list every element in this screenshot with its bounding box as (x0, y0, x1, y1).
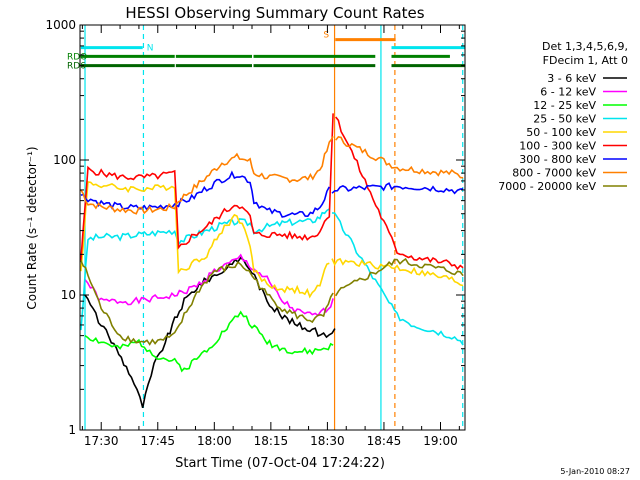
legend-entry-5: 100 - 300 keV (519, 140, 596, 153)
series-lines (80, 113, 464, 408)
legend: Det 1,3,4,5,6,9, FDecim 1, Att 0 3 - 6 k… (498, 40, 628, 193)
chart-title: HESSI Observing Summary Count Rates (125, 4, 424, 22)
x-axis-label: Start Time (07-Oct-04 17:24:22) (175, 456, 385, 471)
series-line-4 (80, 180, 464, 299)
x-tick-label-1: 17:45 (140, 434, 175, 448)
x-tick-label-3: 18:15 (254, 434, 289, 448)
series-line-1 (84, 253, 334, 317)
x-tick-label-5: 18:45 (367, 434, 402, 448)
series-line-7 (80, 136, 464, 215)
generation-timestamp: 5-Jan-2010 08:27 (560, 467, 630, 476)
y-tick-label-3: 1000 (45, 18, 76, 32)
legend-entry-7: 800 - 7000 keV (512, 167, 596, 180)
series-line-8 (80, 257, 464, 346)
flag-label-1: RDO (67, 52, 87, 62)
x-tick-label-6: 19:00 (423, 434, 458, 448)
y-tick-label-2: 100 (53, 153, 76, 167)
overlay-lines (84, 25, 464, 430)
series-line-2 (84, 310, 334, 373)
legend-entry-8: 7000 - 20000 keV (498, 180, 596, 193)
x-tick-label-4: 18:30 (310, 434, 345, 448)
flag-label-3: S (323, 31, 329, 41)
series-line-0 (84, 256, 336, 408)
legend-entry-1: 6 - 12 keV (540, 86, 596, 99)
legend-header-line-2: FDecim 1, Att 0 (543, 54, 628, 67)
series-line-3 (80, 208, 464, 346)
flag-label-2: RD6 (67, 62, 86, 72)
series-line-5 (80, 113, 464, 271)
x-tick-label-0: 17:30 (84, 434, 119, 448)
y-axis-label: Count Rate (s⁻¹ detector⁻¹) (25, 146, 39, 309)
axes: 17:30 17:45 18:00 18:15 18:30 18:45 19:00 1 10 10… (45, 18, 465, 448)
y-tick-label-0: 1 (68, 423, 76, 437)
legend-entry-0: 3 - 6 keV (547, 72, 596, 85)
flag-label-0: N (147, 44, 154, 54)
x-tick-label-2: 18:00 (197, 434, 232, 448)
legend-entry-6: 300 - 800 keV (519, 153, 596, 166)
plot-frame (79, 24, 466, 431)
legend-entry-3: 25 - 50 keV (533, 113, 596, 126)
y-tick-label-1: 10 (61, 288, 76, 302)
legend-entry-2: 12 - 25 keV (533, 99, 596, 112)
legend-entry-4: 50 - 100 keV (526, 126, 596, 139)
legend-header-line-1: Det 1,3,4,5,6,9, (542, 40, 628, 53)
